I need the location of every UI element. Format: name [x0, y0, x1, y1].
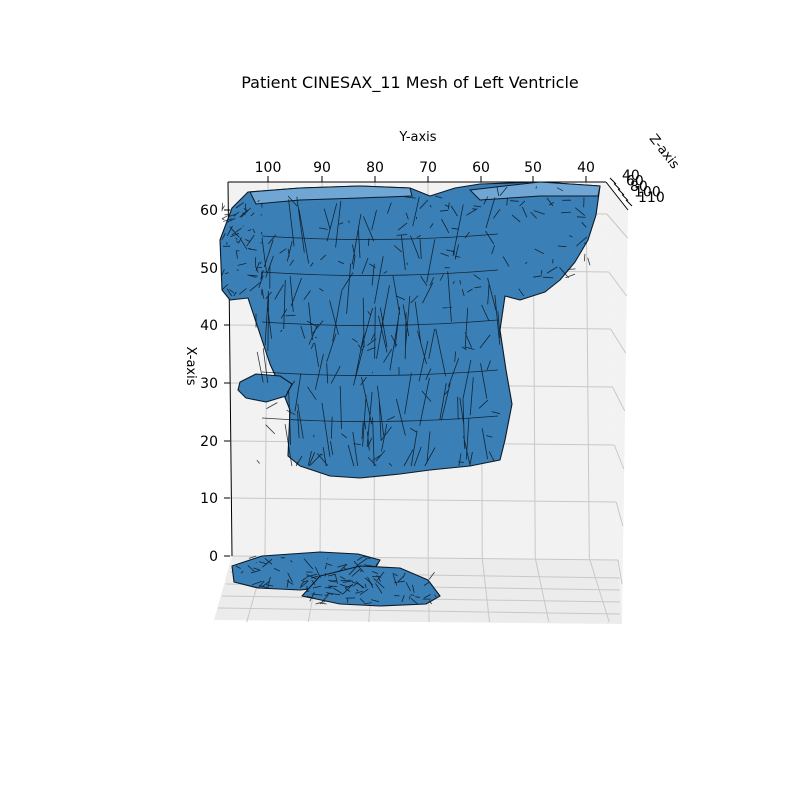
z-tick-mark [621, 194, 629, 201]
x-tick-label: 50 [200, 261, 218, 277]
x-axis-label: X-axis [183, 347, 198, 386]
side-grid-line-5 [608, 271, 628, 297]
floor-grid-line-5 [534, 557, 550, 623]
y-tick-label: 60 [472, 160, 490, 176]
z-tick-mark [617, 188, 625, 196]
y-tick-label: 100 [255, 160, 282, 176]
y-tick-label: 80 [366, 160, 384, 176]
y-tick-label: 90 [313, 160, 331, 176]
mesh-contour-line [261, 233, 499, 240]
z-tick-mark [625, 199, 633, 207]
wireframe-edges [221, 199, 263, 297]
wireframe-edges [235, 555, 379, 589]
mesh-island-left [237, 373, 293, 403]
side-grid-line-4 [610, 328, 627, 354]
x-tick-label: 40 [200, 318, 218, 334]
mesh-main-body [219, 181, 601, 479]
x-tick-label: 60 [200, 203, 218, 219]
right-pane [606, 182, 628, 624]
mesh-wireframe [221, 186, 591, 605]
z-tick-mark [613, 183, 621, 190]
mesh-contour-line [261, 269, 499, 276]
y-tick-label: 50 [524, 160, 542, 176]
z-tick-label: 60 [626, 174, 644, 190]
y-axis-label: Y-axis [398, 130, 436, 145]
ventricle-mesh [219, 181, 601, 607]
side-grid-line-0 [617, 559, 623, 585]
mesh-rim-highlight [249, 185, 413, 205]
grid-line-y-6 [585, 181, 590, 559]
y-tick-label: 70 [419, 160, 437, 176]
mesh-contour-line [261, 415, 499, 422]
z-tick-label: 100 [634, 185, 661, 201]
z-tick-label: 40 [622, 168, 640, 184]
chart-title: Patient CINESAX_11 Mesh of Left Ventricl… [241, 73, 579, 93]
wireframe-edges [305, 571, 437, 605]
mesh-right-highlight [468, 181, 601, 201]
z-axis-label: Z-axis [646, 132, 682, 172]
side-grid-line-3 [611, 386, 626, 412]
wireframe-edges [429, 186, 591, 297]
x-tick-label: 20 [200, 434, 218, 450]
x-tick-label: 10 [200, 491, 218, 507]
y-axis-ticks: 100 90 80 70 60 50 40 [255, 160, 595, 182]
x-axis-ticks: 0 10 20 30 40 50 60 [200, 203, 230, 565]
z-tick-label: 110 [638, 190, 665, 206]
side-grid-line-6 [606, 213, 628, 239]
x-tick-label: 30 [200, 376, 218, 392]
z-tick-mark [609, 177, 617, 185]
side-grid-line-1 [615, 501, 624, 527]
side-grid-line-2 [613, 444, 625, 470]
z-tick-label: 80 [630, 179, 648, 195]
y-tick-label: 40 [577, 160, 595, 176]
floor-grid-line-4 [481, 557, 491, 623]
grid-line-x-1 [229, 497, 617, 503]
floor-depth-line-3 [217, 607, 621, 615]
depth-axis-line [605, 181, 629, 211]
x-tick-label: 0 [209, 549, 218, 565]
wireframe-edges [255, 195, 501, 467]
mesh-contour-line [261, 319, 499, 326]
mesh-contour-line [261, 369, 499, 376]
